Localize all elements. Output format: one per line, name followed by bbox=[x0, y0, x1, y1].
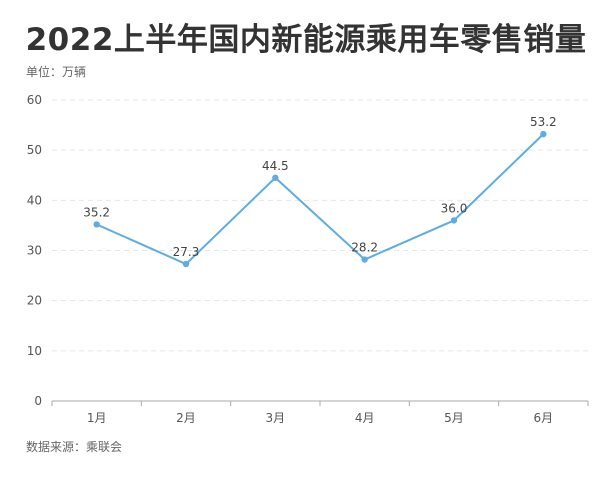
data-point bbox=[93, 221, 100, 228]
series-line bbox=[96, 133, 545, 266]
x-tick-label: 3月 bbox=[266, 411, 286, 425]
gridlines bbox=[52, 99, 588, 352]
y-tick-label: 30 bbox=[27, 244, 42, 258]
data-labels: 35.2 27.3 44.5 28.2 36.0 53.2 bbox=[83, 115, 556, 259]
x-tick-label: 2月 bbox=[176, 411, 196, 425]
chart-title: 2022上半年国内新能源乘用车零售销量 bbox=[25, 22, 587, 58]
y-tick-label: 20 bbox=[27, 294, 42, 308]
data-point bbox=[182, 260, 190, 268]
data-point bbox=[361, 256, 368, 263]
y-tick-label: 0 bbox=[34, 394, 42, 408]
y-tick-label: 10 bbox=[27, 344, 42, 358]
series-layer bbox=[93, 130, 547, 268]
data-label: 44.5 bbox=[262, 159, 289, 173]
x-tick-label: 5月 bbox=[444, 411, 464, 425]
data-point bbox=[272, 174, 279, 181]
y-tick-label: 40 bbox=[27, 193, 42, 207]
data-label: 36.0 bbox=[441, 201, 468, 215]
data-label: 28.2 bbox=[351, 241, 378, 255]
y-tick-label: 50 bbox=[27, 143, 42, 157]
data-label: 53.2 bbox=[530, 115, 557, 129]
x-tick-label: 6月 bbox=[534, 411, 554, 425]
data-label: 27.3 bbox=[173, 245, 200, 259]
data-source: 数据来源：乘联会 bbox=[26, 440, 123, 454]
data-point bbox=[540, 130, 547, 138]
data-point bbox=[450, 217, 458, 224]
x-axis: 1月 2月 3月 4月 5月 6月 bbox=[51, 400, 589, 425]
x-tick-label: 4月 bbox=[355, 411, 375, 425]
y-tick-label: 60 bbox=[27, 93, 42, 107]
data-label: 35.2 bbox=[83, 205, 110, 219]
x-tick-label: 1月 bbox=[87, 411, 107, 425]
unit-label: 单位：万辆 bbox=[26, 65, 87, 79]
y-axis: 0 10 20 30 40 50 60 bbox=[27, 93, 42, 408]
